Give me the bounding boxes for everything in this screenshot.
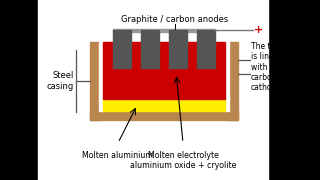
- Bar: [225, 42, 229, 111]
- Bar: [113, 29, 215, 31]
- Text: Molten aluminium: Molten aluminium: [83, 151, 154, 160]
- Bar: [229, 42, 238, 120]
- Text: Graphite / carbon anodes: Graphite / carbon anodes: [121, 15, 228, 24]
- Text: Steel
casing: Steel casing: [47, 71, 74, 91]
- Bar: [197, 30, 215, 68]
- Text: The tank
is lined
with the
carbon
cathode: The tank is lined with the carbon cathod…: [251, 42, 285, 92]
- Text: +: +: [254, 25, 263, 35]
- Bar: [90, 42, 99, 120]
- Bar: [169, 30, 187, 68]
- Bar: [90, 111, 238, 120]
- Bar: [0, 0, 38, 180]
- Bar: [268, 0, 320, 180]
- Bar: [99, 42, 103, 111]
- Bar: [141, 30, 159, 68]
- Bar: [113, 30, 131, 68]
- Bar: [38, 0, 268, 180]
- Bar: [103, 99, 225, 111]
- Text: Molten electrolyte
aluminium oxide + cryolite: Molten electrolyte aluminium oxide + cry…: [130, 151, 236, 170]
- Bar: [103, 42, 225, 99]
